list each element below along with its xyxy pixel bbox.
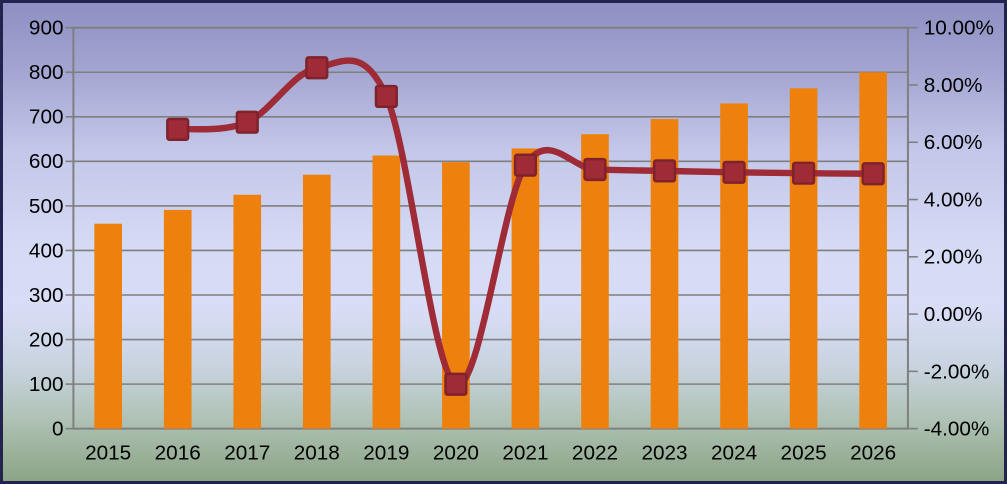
line-marker-2019 <box>374 84 398 109</box>
line-marker-2024 <box>722 160 746 184</box>
bar-2019 <box>372 155 401 429</box>
plot-border <box>72 26 909 430</box>
x-axis-label-2016: 2016 <box>155 441 201 464</box>
line-marker-2017 <box>235 110 259 134</box>
line-marker-2023 <box>652 159 677 183</box>
x-axis-label-2018: 2018 <box>294 441 340 464</box>
right-axis-label--4.00%: -4.00% <box>924 418 990 441</box>
x-axis-label-2024: 2024 <box>711 441 757 464</box>
x-axis-label-2019: 2019 <box>363 441 409 464</box>
right-axis-label-4.00%: 4.00% <box>924 188 983 211</box>
left-axis-label-500: 500 <box>29 195 64 218</box>
right-axis-label-0.00%: 0.00% <box>924 303 983 326</box>
x-axis-label-2017: 2017 <box>224 441 270 464</box>
line-marker-2021 <box>513 153 538 177</box>
x-axis-label-2015: 2015 <box>85 441 131 464</box>
left-axis-label-900: 900 <box>29 17 64 40</box>
line-marker-2016 <box>166 117 190 141</box>
x-axis-label-2022: 2022 <box>572 441 618 464</box>
bar-2022 <box>581 134 609 429</box>
left-axis-label-800: 800 <box>29 61 64 84</box>
right-axis-label-2.00%: 2.00% <box>924 246 983 269</box>
right-axis-label--2.00%: -2.00% <box>924 360 990 383</box>
line-marker-2018 <box>305 56 329 80</box>
line-marker-2020 <box>444 372 468 396</box>
bar-2015 <box>94 223 122 429</box>
x-axis-label-2025: 2025 <box>781 441 827 464</box>
left-axis-label-700: 700 <box>29 106 64 129</box>
left-axis-label-300: 300 <box>29 284 64 307</box>
bar-2025 <box>789 88 818 429</box>
x-axis-label-2021: 2021 <box>502 441 548 464</box>
x-axis-label-2020: 2020 <box>433 441 479 464</box>
bar-2024 <box>720 103 748 429</box>
left-axis-label-200: 200 <box>29 328 64 351</box>
x-axis-label-2026: 2026 <box>850 441 896 464</box>
bar-2026 <box>859 72 887 429</box>
bar-2017 <box>233 194 262 429</box>
line-marker-2026 <box>861 162 885 186</box>
right-axis-label-10.00%: 10.00% <box>924 17 994 40</box>
line-marker-2022 <box>583 157 607 182</box>
right-axis-label-8.00%: 8.00% <box>924 74 983 97</box>
left-axis-label-100: 100 <box>29 373 64 396</box>
combo-chart-svg: 900 800 700 600 500 400 300 200 100 0 10.00% 8.00% 6… <box>29 17 994 465</box>
bar-2018 <box>302 174 331 429</box>
left-axis-label-600: 600 <box>29 150 64 173</box>
x-axis-label-2023: 2023 <box>641 441 687 464</box>
line-marker-2025 <box>792 161 816 185</box>
left-axis-label-0: 0 <box>52 418 64 441</box>
right-axis-label-6.00%: 6.00% <box>924 131 983 154</box>
bar-2016 <box>163 209 192 429</box>
left-axis-label-400: 400 <box>29 239 64 262</box>
